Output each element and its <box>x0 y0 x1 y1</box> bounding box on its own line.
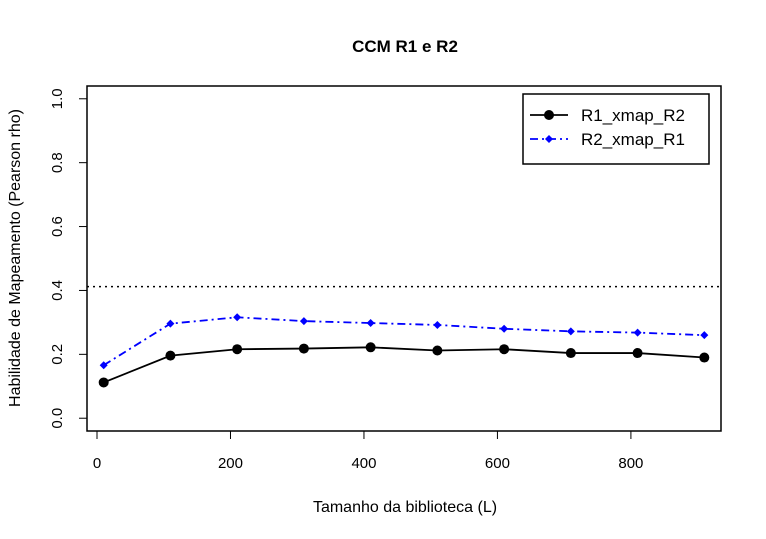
x-tick-label: 400 <box>351 455 376 472</box>
data-point <box>633 328 642 337</box>
y-tick-label: 0.4 <box>49 280 66 301</box>
legend-entry: R1_xmap_R2 <box>530 106 685 125</box>
series-R2_xmap_R1 <box>99 313 709 370</box>
data-point <box>565 348 576 359</box>
legend-marker <box>545 135 553 143</box>
data-point <box>298 343 309 354</box>
legend: R1_xmap_R2 R2_xmap_R1 <box>522 93 710 165</box>
legend-entry: R2_xmap_R1 <box>530 130 685 149</box>
y-tick-label: 0.8 <box>49 152 66 173</box>
data-point <box>165 350 176 361</box>
data-point <box>432 345 443 356</box>
series-line <box>103 346 705 384</box>
data-point <box>365 342 376 353</box>
series-layer <box>98 313 710 388</box>
data-point <box>499 344 510 355</box>
data-point <box>700 331 709 340</box>
series-R1_xmap_R2 <box>98 342 710 388</box>
data-point <box>566 327 575 336</box>
data-point <box>99 361 108 370</box>
legend-marker <box>544 110 554 120</box>
chart-title: CCM R1 e R2 <box>352 37 458 56</box>
x-tick-label: 200 <box>218 455 243 472</box>
data-point <box>233 313 242 322</box>
data-point <box>166 319 175 328</box>
data-point <box>366 319 375 328</box>
legend-box <box>522 93 710 165</box>
series-line <box>103 316 705 366</box>
x-tick-label: 800 <box>618 455 643 472</box>
y-tick-label: 0.2 <box>49 344 66 365</box>
data-point <box>500 324 509 333</box>
x-axis-label: Tamanho da biblioteca (L) <box>313 499 497 516</box>
y-tick-label: 1.0 <box>49 88 66 109</box>
data-point <box>299 317 308 326</box>
x-tick-label: 0 <box>93 455 101 472</box>
y-axis-label: Habilidade de Mapeamento (Pearson rho) <box>7 109 24 407</box>
x-tick-label: 600 <box>485 455 510 472</box>
data-point <box>232 344 243 355</box>
data-point <box>699 352 710 363</box>
legend-label: R1_xmap_R2 <box>581 106 685 125</box>
data-point <box>632 348 643 359</box>
legend-label: R2_xmap_R1 <box>581 130 685 149</box>
y-axis: 0.0 0.2 0.4 0.6 0.8 1.0 <box>49 88 88 429</box>
x-axis: 0 200 400 600 800 <box>93 430 643 472</box>
y-tick-label: 0.6 <box>49 216 66 237</box>
y-tick-label: 0.0 <box>49 408 66 429</box>
data-point <box>433 320 442 329</box>
data-point <box>98 377 109 388</box>
